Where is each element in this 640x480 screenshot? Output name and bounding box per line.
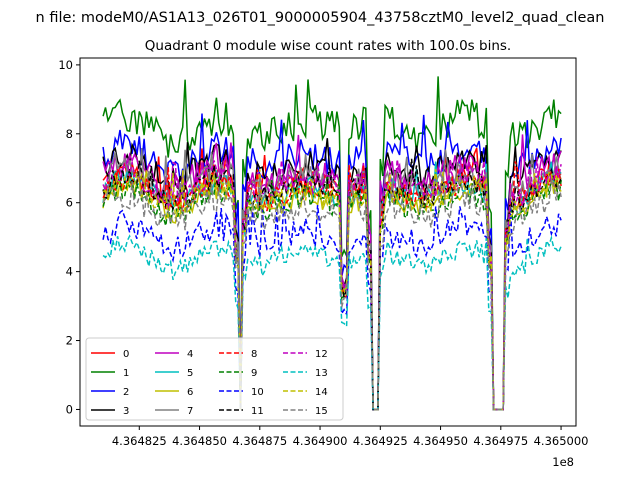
legend-label-4: 4 bbox=[187, 349, 193, 360]
legend-label-9: 9 bbox=[251, 368, 257, 379]
series-line-15 bbox=[102, 175, 562, 411]
chart-title: Quadrant 0 module wise count rates with … bbox=[145, 38, 511, 54]
plot-frame bbox=[79, 57, 577, 427]
series-line-8 bbox=[102, 161, 562, 411]
legend-label-15: 15 bbox=[315, 406, 328, 417]
legend-label-12: 12 bbox=[315, 349, 328, 360]
legend-box bbox=[85, 337, 344, 421]
legend-label-5: 5 bbox=[187, 368, 193, 379]
series-line-11 bbox=[102, 158, 562, 411]
legend-label-6: 6 bbox=[187, 387, 193, 398]
legend-label-0: 0 bbox=[123, 349, 129, 360]
x-scale-label: 1e8 bbox=[552, 455, 574, 469]
series-line-9 bbox=[102, 172, 562, 411]
y-tick-label: 8 bbox=[66, 127, 73, 141]
y-tick-label: 6 bbox=[66, 196, 73, 210]
series-line-3 bbox=[102, 138, 562, 411]
x-tick-label: 4.364900 bbox=[293, 434, 348, 448]
y-tick-label: 2 bbox=[66, 334, 73, 348]
legend-label-8: 8 bbox=[251, 349, 257, 360]
legend-label-11: 11 bbox=[251, 406, 264, 417]
y-tick-label: 0 bbox=[66, 402, 73, 416]
y-tick-label: 4 bbox=[66, 265, 73, 279]
legend-label-14: 14 bbox=[315, 387, 328, 398]
x-tick-label: 4.364875 bbox=[232, 434, 287, 448]
x-tick-label: 4.365000 bbox=[534, 434, 589, 448]
series-line-14 bbox=[102, 169, 562, 411]
legend-label-2: 2 bbox=[123, 387, 129, 398]
y-axis: 0 2 4 6 8 10 bbox=[58, 58, 80, 416]
series-line-12 bbox=[102, 157, 562, 411]
x-tick-label: 4.364975 bbox=[473, 434, 528, 448]
series-line-13 bbox=[102, 234, 562, 411]
legend-label-10: 10 bbox=[251, 387, 264, 398]
legend-label-1: 1 bbox=[123, 368, 129, 379]
x-tick-label: 4.364950 bbox=[413, 434, 468, 448]
x-tick-label: 4.364825 bbox=[112, 434, 167, 448]
x-tick-label: 4.364925 bbox=[353, 434, 408, 448]
series-line-10 bbox=[102, 202, 562, 411]
series-line-1 bbox=[102, 76, 562, 411]
x-tick-label: 4.364850 bbox=[172, 434, 227, 448]
y-tick-label: 10 bbox=[58, 58, 73, 72]
legend-label-3: 3 bbox=[123, 406, 129, 417]
legend-label-7: 7 bbox=[187, 406, 193, 417]
legend-label-13: 13 bbox=[315, 368, 328, 379]
plot-area bbox=[102, 76, 562, 411]
suptitle: n file: modeM0/AS1A13_026T01_9000005904_… bbox=[36, 10, 605, 26]
x-axis: 4.364825 4.364850 4.364875 4.364900 4.364925… bbox=[112, 426, 589, 448]
